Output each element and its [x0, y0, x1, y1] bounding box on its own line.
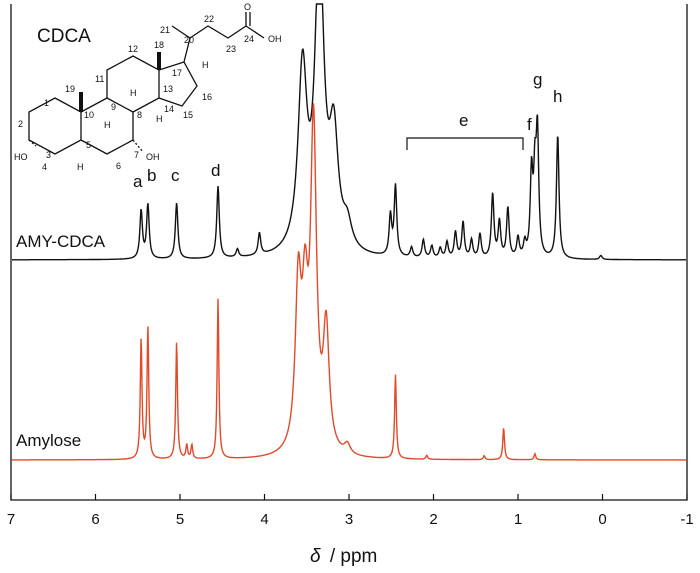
cdca-labels: 1 2 3 4 5 6 7 8 9 10 11 12 13 14 15 16 1…	[14, 2, 282, 172]
x-tick-label: 1	[514, 511, 522, 528]
atom-label-11: 11	[95, 74, 104, 84]
atom-label-4: 4	[42, 162, 47, 172]
atom-label-13: 13	[163, 84, 173, 94]
x-tick-label: 7	[7, 511, 15, 528]
plot-area	[12, 3, 686, 461]
atom-label-18: 18	[154, 40, 164, 50]
oh-label-24: OH	[268, 34, 282, 44]
oxygen-label: O	[244, 2, 251, 12]
x-tick-label: 5	[176, 511, 184, 528]
x-tick-label: 0	[598, 511, 606, 528]
x-tick-label: 6	[91, 511, 99, 528]
oh-label-7: OH	[146, 152, 160, 162]
spectrum-line-amylose	[12, 103, 686, 461]
series-label-amylose: Amylose	[16, 431, 81, 450]
atom-label-22: 22	[204, 14, 214, 24]
atom-label-5: 5	[86, 140, 91, 150]
bracket-e	[406, 137, 524, 150]
spectrum-line-amy-cdca	[12, 3, 686, 261]
atom-label-21: 21	[160, 25, 170, 35]
h-label-14: H	[156, 114, 163, 124]
atom-label-3: 3	[46, 150, 51, 160]
x-tick-label: 2	[429, 511, 437, 528]
atom-label-2: 2	[18, 119, 23, 129]
x-tick-label: 4	[260, 511, 268, 528]
atom-label-14: 14	[164, 104, 174, 114]
x-axis: 7 6 5 4 3 2 1 0 -1	[7, 4, 694, 528]
peak-label-a: a	[133, 172, 143, 191]
atom-label-9: 9	[111, 102, 116, 112]
chart-title: CDCA	[37, 26, 91, 47]
atom-label-23: 23	[226, 44, 236, 54]
peak-label-e: e	[459, 111, 468, 130]
peak-label-d: d	[211, 161, 220, 180]
series-label-amy-cdca: AMY-CDCA	[16, 232, 106, 251]
atom-label-6: 6	[116, 161, 121, 171]
x-axis-unit: / ppm	[330, 546, 378, 567]
atom-label-19: 19	[65, 84, 75, 94]
atom-label-16: 16	[202, 92, 212, 102]
cdca-structure	[28, 12, 265, 155]
atom-label-1: 1	[44, 98, 49, 108]
delta-symbol: δ	[310, 546, 321, 567]
x-axis-title: δ / ppm	[310, 546, 377, 567]
atom-label-20: 20	[184, 35, 194, 45]
h-label-5: H	[77, 162, 84, 172]
h-label-17: H	[202, 60, 209, 70]
x-tick-label: -1	[680, 511, 693, 528]
atom-label-10: 10	[84, 110, 94, 120]
peak-label-g: g	[533, 70, 542, 89]
ho-label-3: HO	[14, 152, 28, 162]
peak-label-b: b	[147, 166, 156, 185]
atom-label-7: 7	[134, 150, 139, 160]
atom-label-15: 15	[183, 110, 193, 120]
h-label-8: H	[130, 88, 137, 98]
x-tick-label: 3	[345, 511, 353, 528]
atom-label-17: 17	[172, 68, 182, 78]
peak-label-h: h	[553, 87, 562, 106]
peak-label-c: c	[171, 166, 180, 185]
atom-label-12: 12	[128, 44, 138, 54]
peak-label-f: f	[527, 115, 532, 134]
h-label-9: H	[104, 120, 111, 130]
atom-label-24: 24	[244, 34, 254, 44]
atom-label-8: 8	[137, 110, 142, 120]
